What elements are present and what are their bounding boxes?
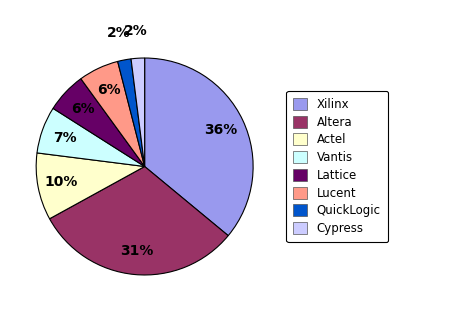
Text: 31%: 31% [120, 244, 153, 258]
Text: 6%: 6% [71, 102, 95, 116]
Legend: Xilinx, Altera, Actel, Vantis, Lattice, Lucent, QuickLogic, Cypress: Xilinx, Altera, Actel, Vantis, Lattice, … [285, 91, 387, 242]
Wedge shape [117, 59, 144, 166]
Wedge shape [36, 153, 144, 219]
Wedge shape [53, 79, 144, 166]
Text: 2%: 2% [124, 24, 147, 38]
Wedge shape [50, 166, 228, 275]
Wedge shape [131, 58, 144, 166]
Wedge shape [37, 108, 144, 166]
Text: 2%: 2% [107, 26, 131, 40]
Wedge shape [144, 58, 253, 236]
Text: 10%: 10% [45, 175, 78, 189]
Text: 7%: 7% [53, 131, 77, 145]
Text: 6%: 6% [97, 83, 120, 97]
Wedge shape [81, 61, 144, 166]
Text: 36%: 36% [204, 124, 237, 138]
